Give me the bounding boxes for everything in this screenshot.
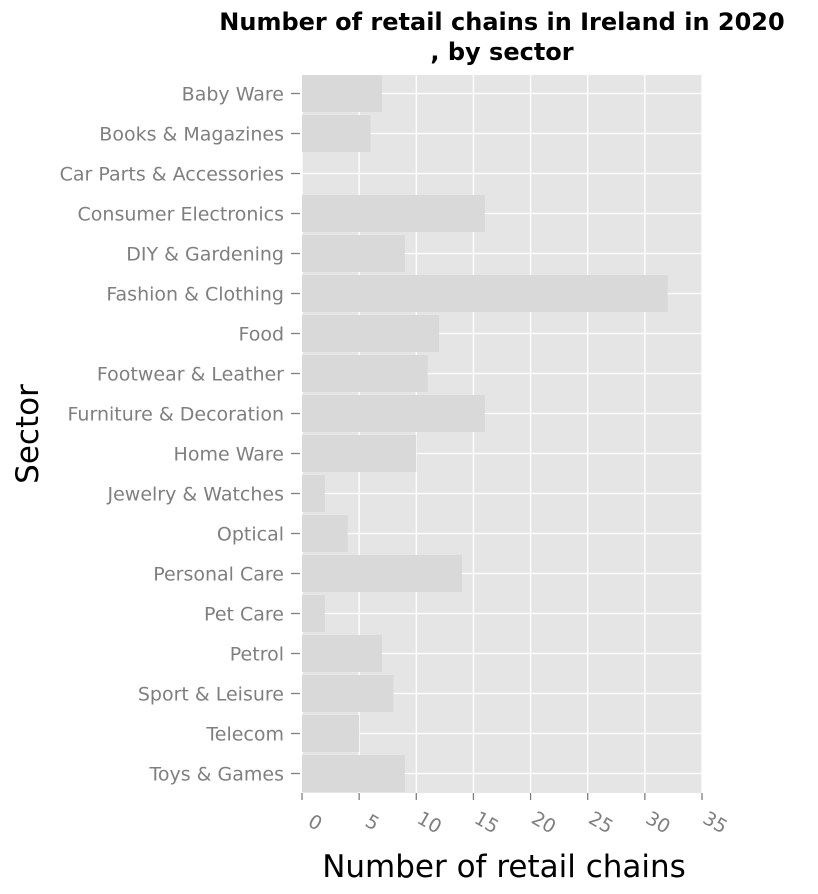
bars bbox=[302, 75, 668, 792]
bar bbox=[302, 235, 405, 272]
y-tick-label: Telecom bbox=[205, 724, 284, 746]
y-tick-label: Jewelry & Watches bbox=[107, 484, 285, 506]
x-tick-label: 30 bbox=[642, 807, 674, 838]
bar bbox=[302, 435, 417, 472]
y-tick-label: Fashion & Clothing bbox=[106, 284, 284, 306]
y-tick-label: Car Parts & Accessories bbox=[60, 164, 284, 186]
bar bbox=[302, 475, 325, 512]
y-tick-label: Footwear & Leather bbox=[97, 364, 284, 386]
bar bbox=[302, 315, 440, 352]
bar bbox=[302, 755, 405, 792]
bar bbox=[302, 675, 394, 712]
bar bbox=[302, 715, 360, 752]
x-tick-label: 15 bbox=[470, 807, 502, 838]
chart-title-line-1: Number of retail chains in Ireland in 20… bbox=[219, 8, 784, 36]
bar bbox=[302, 195, 485, 232]
y-tick-label: Furniture & Decoration bbox=[68, 404, 284, 426]
plot-panel bbox=[302, 75, 702, 793]
bar bbox=[302, 635, 382, 672]
x-tick-label: 0 bbox=[304, 810, 325, 835]
bar bbox=[302, 555, 462, 592]
bar bbox=[302, 515, 348, 552]
bar bbox=[302, 275, 668, 312]
bar bbox=[302, 115, 371, 152]
y-tick-label: Toys & Games bbox=[148, 764, 284, 786]
y-axis-ticks: Baby Ware Books & Magazines Car Parts & Ac… bbox=[60, 84, 300, 786]
y-tick-label: Consumer Electronics bbox=[78, 204, 284, 226]
y-tick-label: Optical bbox=[217, 524, 284, 546]
x-axis-title: Number of retail chains bbox=[322, 849, 686, 885]
vertical-gridlines bbox=[301, 75, 703, 793]
y-tick-label: Books & Magazines bbox=[99, 124, 284, 146]
y-tick-label: Pet Care bbox=[204, 604, 284, 626]
bar bbox=[302, 75, 382, 112]
x-axis-ticks: 0 5 10 15 20 25 30 35 bbox=[301, 793, 731, 838]
y-tick-label: Food bbox=[238, 324, 284, 346]
bar bbox=[302, 355, 428, 392]
x-tick-label: 10 bbox=[413, 807, 445, 838]
y-tick-label: Baby Ware bbox=[182, 84, 284, 106]
x-tick-label: 5 bbox=[361, 810, 382, 835]
y-tick-label: Petrol bbox=[230, 644, 284, 666]
y-axis-title: Sector bbox=[10, 384, 46, 484]
y-tick-label: Personal Care bbox=[153, 564, 284, 586]
x-tick-label: 20 bbox=[528, 807, 560, 838]
y-tick-label: Sport & Leisure bbox=[138, 684, 284, 706]
x-tick-label: 25 bbox=[585, 807, 617, 838]
chart-title-line-2: , by sector bbox=[430, 38, 573, 66]
y-tick-label: DIY & Gardening bbox=[126, 244, 284, 266]
bar bbox=[302, 395, 485, 432]
x-tick-label: 35 bbox=[699, 807, 731, 838]
y-tick-label: Home Ware bbox=[174, 444, 284, 466]
bar bbox=[302, 595, 325, 632]
